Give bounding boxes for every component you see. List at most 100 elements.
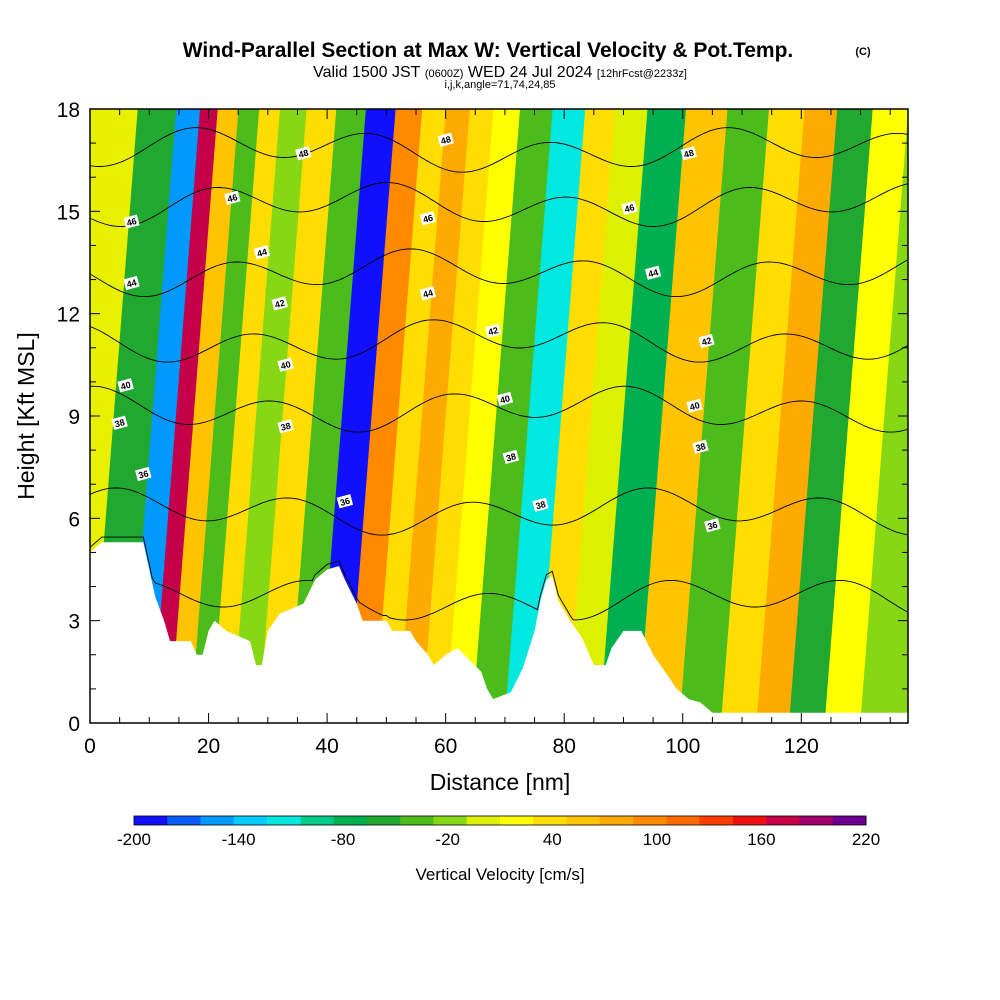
colorbar-swatch [466, 816, 501, 825]
contour-label-group: 44 [644, 265, 662, 280]
colorbar: -200 -140 -80 -20 40 100 160 220 [117, 815, 880, 849]
x-tick-label: 0 [84, 735, 96, 758]
contour-label-box [117, 378, 134, 393]
colorbar-title: Vertical Velocity [cm/s] [415, 865, 584, 884]
contour-label-box [253, 245, 271, 260]
theta-contour-48 [90, 127, 908, 173]
contour-label: 40 [120, 380, 132, 392]
contour-label-box [419, 211, 437, 226]
velocity-band [599, 109, 687, 723]
colorbar-tick-label: -140 [222, 830, 256, 849]
contour-label: 42 [487, 325, 499, 337]
theta-contour-46 [90, 182, 908, 227]
theta-contour-36 [90, 536, 908, 621]
colorbar-swatch [566, 816, 601, 825]
velocity-band [374, 109, 447, 723]
velocity-band [824, 109, 908, 723]
contour-label: 48 [297, 148, 309, 160]
theta-contour-44 [90, 248, 908, 298]
copyright-mark: (C) [855, 46, 871, 58]
y-tick-label: 0 [68, 713, 80, 736]
velocity-band [471, 109, 554, 723]
contour-label-box [123, 214, 140, 229]
contour-label-group: 42 [271, 296, 288, 311]
contour-label-group: 38 [502, 449, 520, 465]
y-tick-label: 3 [68, 611, 80, 634]
velocity-band [231, 109, 308, 723]
contour-label: 46 [125, 216, 137, 228]
contour-label-group: 44 [253, 245, 271, 260]
x-tick-label: 120 [784, 735, 819, 758]
colorbar-swatch [599, 816, 634, 825]
contour-label-box [496, 391, 514, 407]
x-tick-label: 40 [315, 735, 338, 758]
velocity-band [637, 109, 729, 723]
velocity-band [504, 109, 586, 723]
contour-label-group: 38 [692, 439, 709, 454]
x-tick-label: 100 [665, 735, 700, 758]
velocity-band [421, 109, 495, 723]
y-tick-label: 9 [68, 406, 80, 429]
theta-contours [90, 127, 908, 621]
colorbar-swatch [433, 816, 468, 825]
colorbar-swatch [267, 816, 301, 825]
valid-date: WED 24 Jul 2024 [468, 64, 593, 81]
contour-label: 48 [683, 148, 695, 160]
x-axis-label: Distance [nm] [430, 769, 571, 795]
contour-label: 46 [226, 192, 238, 204]
contour-label-box [644, 265, 662, 280]
contour-label-group: 48 [437, 132, 454, 147]
contour-label-box [680, 146, 697, 161]
velocity-band [211, 109, 281, 723]
contour-label: 46 [623, 202, 635, 214]
valid-time: Valid 1500 JST [313, 64, 421, 81]
contour-label-box [336, 494, 354, 509]
colorbar-swatch [200, 816, 235, 825]
contour-label: 46 [422, 213, 434, 225]
contour-label-group: 48 [295, 146, 312, 161]
chart-subtitle: Valid 1500 JST (0600Z) WED 24 Jul 2024 [… [313, 64, 687, 81]
colorbar-swatch [134, 816, 168, 825]
colorbar-swatch [366, 816, 401, 825]
contour-label: 38 [534, 499, 546, 511]
contour-label-box [484, 323, 502, 338]
contour-label-group: 38 [111, 415, 128, 430]
colorbar-swatch [400, 816, 434, 825]
contour-label-group: 40 [496, 391, 514, 407]
contour-label: 40 [280, 359, 292, 371]
colorbar-tick-label: -200 [117, 830, 151, 849]
y-tick-label: 6 [68, 508, 80, 531]
contour-label: 48 [440, 134, 452, 146]
colorbar-tick-label: 40 [543, 830, 562, 849]
y-axis-label: Height [Kft MSL] [13, 332, 39, 499]
contour-label: 44 [125, 277, 137, 289]
contour-label-group: 40 [117, 378, 134, 393]
contour-label-group: 38 [532, 497, 549, 512]
contour-label-group: 36 [135, 466, 152, 482]
theta-contour-40 [90, 385, 908, 433]
contour-label-box [502, 449, 520, 465]
velocity-band [789, 109, 874, 723]
contour-label-box [621, 200, 638, 216]
velocity-band [258, 109, 337, 723]
colorbar-tick-label: 160 [747, 830, 775, 849]
contour-label: 44 [256, 247, 268, 259]
contour-label-group: 38 [277, 419, 294, 434]
contour-label-group: 42 [698, 333, 715, 349]
velocity-band [151, 109, 219, 723]
colorbar-tick-label: 100 [643, 830, 671, 849]
contour-label-group: 42 [484, 323, 502, 338]
contour-label-group: 36 [704, 518, 721, 533]
contour-label-box [123, 275, 140, 291]
colorbar-tick-label: -20 [435, 830, 460, 849]
contour-label-group: 46 [224, 190, 241, 205]
valid-utc: (0600Z) [425, 68, 464, 80]
contour-label-group: 44 [123, 275, 140, 291]
contour-label-group: 46 [621, 200, 638, 216]
colorbar-swatch [233, 816, 268, 825]
chart-title: Wind-Parallel Section at Max W: Vertical… [183, 39, 794, 62]
colorbar-swatch [533, 816, 568, 825]
contour-label: 36 [706, 520, 718, 532]
